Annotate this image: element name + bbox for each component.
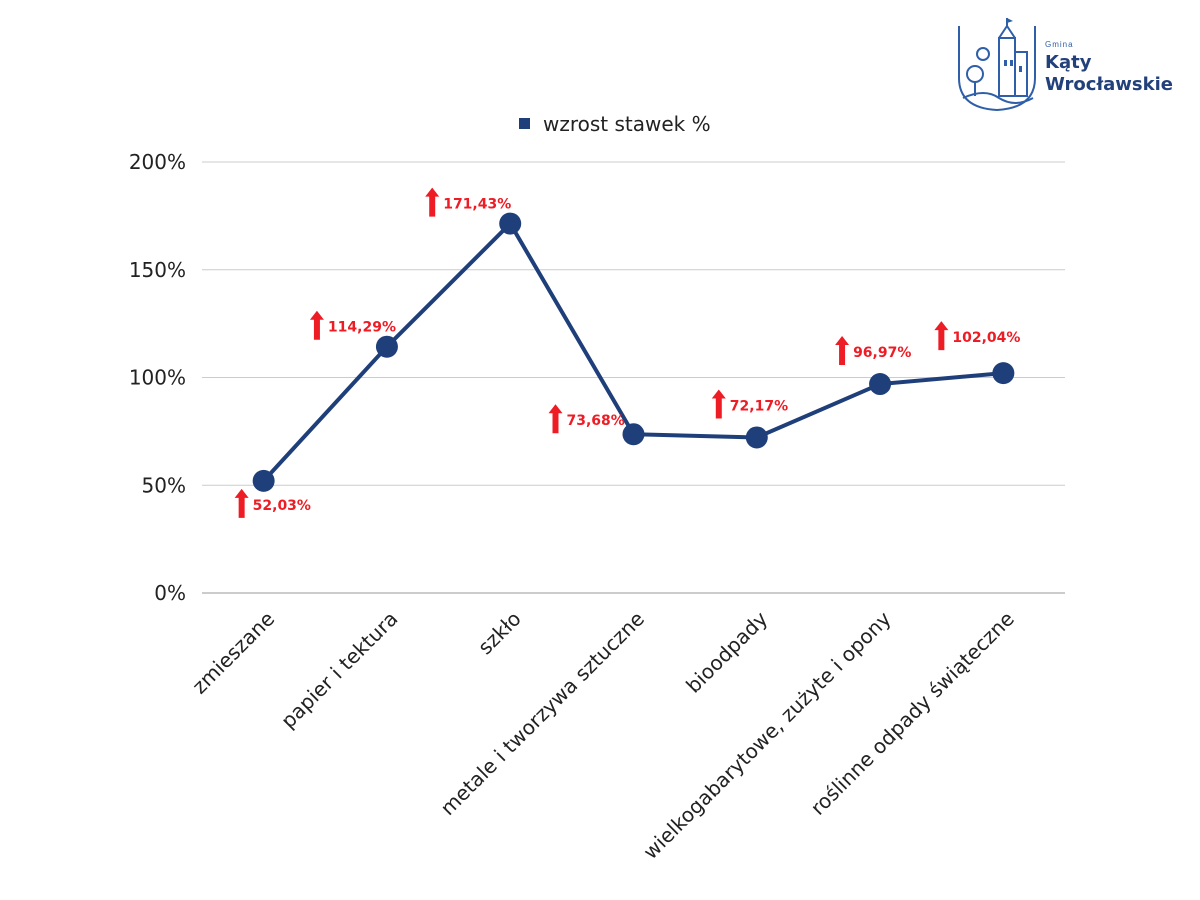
legend: wzrost stawek % — [519, 112, 711, 136]
data-label: 102,04% — [952, 330, 1020, 346]
y-tick-label: 0% — [154, 581, 186, 605]
x-tick-label: szkło — [473, 607, 526, 660]
data-point — [252, 469, 275, 492]
up-arrow-icon — [234, 488, 249, 518]
x-tick-label: metale i tworzywa sztuczne — [436, 607, 649, 820]
data-label: 52,03% — [253, 498, 311, 514]
up-arrow-icon — [309, 310, 324, 340]
data-point — [375, 335, 398, 358]
y-axis-ticks: 0% 50% 100% 150% 200% — [129, 150, 186, 605]
gmina-logo: Gmina Kąty Wrocławskie — [955, 18, 1185, 113]
data-label: 96,97% — [853, 345, 911, 361]
castle-emblem-icon — [958, 18, 1036, 112]
up-arrow-icon — [425, 187, 440, 217]
grid — [202, 161, 1065, 594]
data-point — [992, 362, 1015, 385]
logo-label-line1: Kąty — [1045, 52, 1092, 73]
up-arrow-icon — [711, 389, 726, 419]
data-point — [745, 426, 768, 449]
up-arrow-icon — [835, 336, 850, 366]
x-tick-label: papier i tektura — [276, 607, 402, 733]
y-tick-label: 200% — [129, 150, 186, 174]
data-label: 114,29% — [328, 320, 396, 336]
data-labels: 52,03% 114,29% 171,43% 73,68% 72,17% 96,97% 10… — [234, 187, 1020, 518]
x-tick-label: roślinne odpady świąteczne — [806, 607, 1019, 820]
legend-label: wzrost stawek % — [543, 112, 711, 136]
series-wzrost-stawek — [252, 212, 1015, 492]
y-tick-label: 150% — [129, 258, 186, 282]
data-label: 72,17% — [730, 398, 788, 414]
logo-label-small: Gmina — [1045, 40, 1074, 49]
data-label: 171,43% — [443, 197, 511, 213]
y-tick-label: 50% — [142, 473, 186, 497]
data-point — [622, 423, 645, 446]
legend-marker — [519, 118, 530, 129]
data-point — [499, 212, 522, 235]
logo-label-line2: Wrocławskie — [1045, 74, 1173, 95]
data-label: 73,68% — [567, 413, 625, 429]
up-arrow-icon — [548, 404, 563, 434]
x-tick-label: wielkogabarytowe, zużyte i opony — [638, 606, 895, 863]
x-tick-label: zmieszane — [187, 607, 279, 699]
y-tick-label: 100% — [129, 366, 186, 390]
x-tick-label: bioodpady — [681, 606, 772, 697]
up-arrow-icon — [934, 321, 949, 351]
data-point — [869, 373, 892, 396]
